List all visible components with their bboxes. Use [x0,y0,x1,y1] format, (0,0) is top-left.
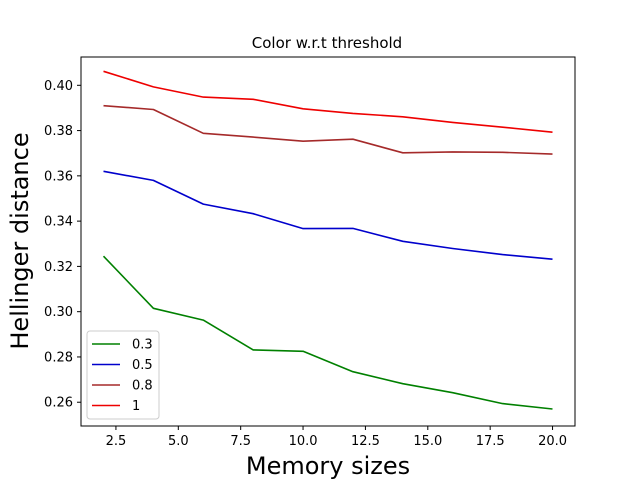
series-layer [102,70,553,410]
y-tick-label: 0.30 [44,305,73,320]
legend-label-2: 0.8 [132,379,153,394]
x-tick-label: 17.5 [476,434,505,449]
x-axis: 2.5 5.0 7.5 10.0 12.5 15.0 17.5 20.0 [106,426,567,449]
series-line-0 [102,255,553,410]
x-tick-label: 5.0 [168,434,189,449]
legend-label-0: 0.3 [132,338,153,353]
legend-label-1: 0.5 [132,358,153,373]
series-line-2 [103,104,553,155]
legend-frame [86,330,160,420]
series-line-1 [103,170,553,260]
x-tick-label: 10.0 [289,434,318,449]
x-tick-label: 12.5 [351,434,380,449]
y-axis-label: Hellinger distance [6,132,34,349]
x-tick-label: 7.5 [230,434,251,449]
legend-label-3: 1 [132,399,140,414]
y-tick-label: 0.28 [44,350,73,365]
y-tick-label: 0.26 [44,396,73,411]
y-tick-label: 0.40 [44,79,73,94]
plot-frame [80,56,576,427]
y-axis: 0.26 0.28 0.30 0.32 0.34 0.36 0.38 0.40 [44,79,81,411]
x-tick-label: 2.5 [106,434,127,449]
series-line-3 [103,70,553,133]
x-tick-label: 15.0 [413,434,442,449]
x-tick-label: 20.0 [538,434,567,449]
y-tick-label: 0.38 [44,124,73,139]
y-tick-label: 0.36 [44,169,73,184]
y-tick-label: 0.32 [44,260,73,275]
y-tick-label: 0.34 [44,215,73,230]
legend: 0.3 0.5 0.8 1 [86,330,160,420]
chart-title: Color w.r.t threshold [252,34,402,52]
x-axis-label: Memory sizes [246,452,410,479]
